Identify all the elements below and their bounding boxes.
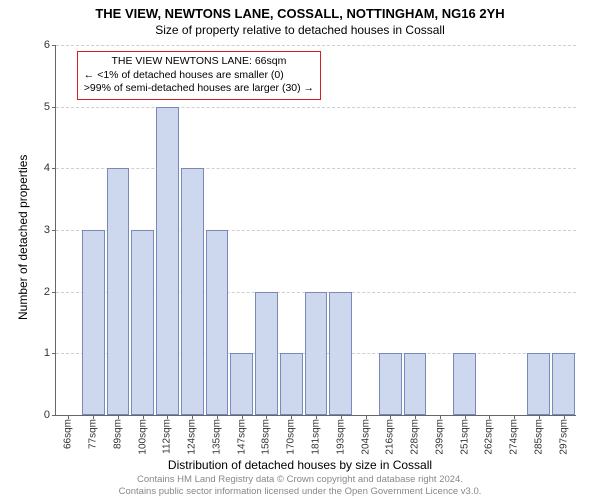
gridline [56,168,576,169]
chart-title: THE VIEW, NEWTONS LANE, COSSALL, NOTTING… [0,0,600,21]
annotation-line-3: >99% of semi-detached houses are larger … [84,82,314,96]
bar [206,230,229,415]
ytick-label: 5 [44,101,56,113]
xtick-label: 135sqm [211,419,222,455]
bar [379,353,402,415]
xtick-label: 112sqm [162,419,173,454]
ytick-label: 4 [44,162,56,174]
xtick-label: 297sqm [558,419,569,455]
bar [305,292,328,415]
x-axis-label: Distribution of detached houses by size … [0,458,600,472]
xtick-label: 124sqm [187,419,198,455]
xtick-label: 204sqm [360,419,371,455]
xtick-label: 285sqm [533,419,544,455]
ytick-label: 1 [44,347,56,359]
bar [230,353,253,415]
y-axis-label: Number of detached properties [16,155,30,320]
ytick-label: 6 [44,39,56,51]
xtick-label: 77sqm [88,419,99,449]
annotation-line-2: ← <1% of detached houses are smaller (0) [84,69,314,83]
bar [552,353,575,415]
xtick-label: 89sqm [112,419,123,449]
bar [527,353,550,415]
xtick-label: 170sqm [286,419,297,455]
footer-line-1: Contains HM Land Registry data © Crown c… [0,474,600,486]
footer-attribution: Contains HM Land Registry data © Crown c… [0,474,600,498]
bar [255,292,278,415]
xtick-label: 100sqm [137,419,148,455]
xtick-label: 158sqm [261,419,272,455]
bar [156,107,179,415]
xtick-label: 66sqm [63,419,74,449]
bar [404,353,427,415]
bar [107,168,130,415]
xtick-label: 147sqm [236,419,247,455]
annotation-line-1: THE VIEW NEWTONS LANE: 66sqm [84,55,314,69]
bar [181,168,204,415]
xtick-label: 251sqm [459,419,470,455]
xtick-label: 262sqm [484,419,495,455]
gridline [56,45,576,46]
bar [131,230,154,415]
plot-area: THE VIEW NEWTONS LANE: 66sqm ← <1% of de… [55,45,576,416]
xtick-label: 274sqm [509,419,520,455]
chart-container: THE VIEW, NEWTONS LANE, COSSALL, NOTTING… [0,0,600,500]
xtick-label: 193sqm [335,419,346,455]
bar [82,230,105,415]
xtick-label: 216sqm [385,419,396,455]
xtick-label: 228sqm [410,419,421,455]
bar [329,292,352,415]
ytick-label: 3 [44,224,56,236]
ytick-label: 2 [44,286,56,298]
bar [280,353,303,415]
xtick-label: 181sqm [311,419,322,455]
gridline [56,107,576,108]
ytick-label: 0 [44,409,56,421]
xtick-label: 239sqm [434,419,445,455]
bar [453,353,476,415]
chart-subtitle: Size of property relative to detached ho… [0,21,600,37]
footer-line-2: Contains public sector information licen… [0,486,600,498]
annotation-box: THE VIEW NEWTONS LANE: 66sqm ← <1% of de… [77,51,321,100]
